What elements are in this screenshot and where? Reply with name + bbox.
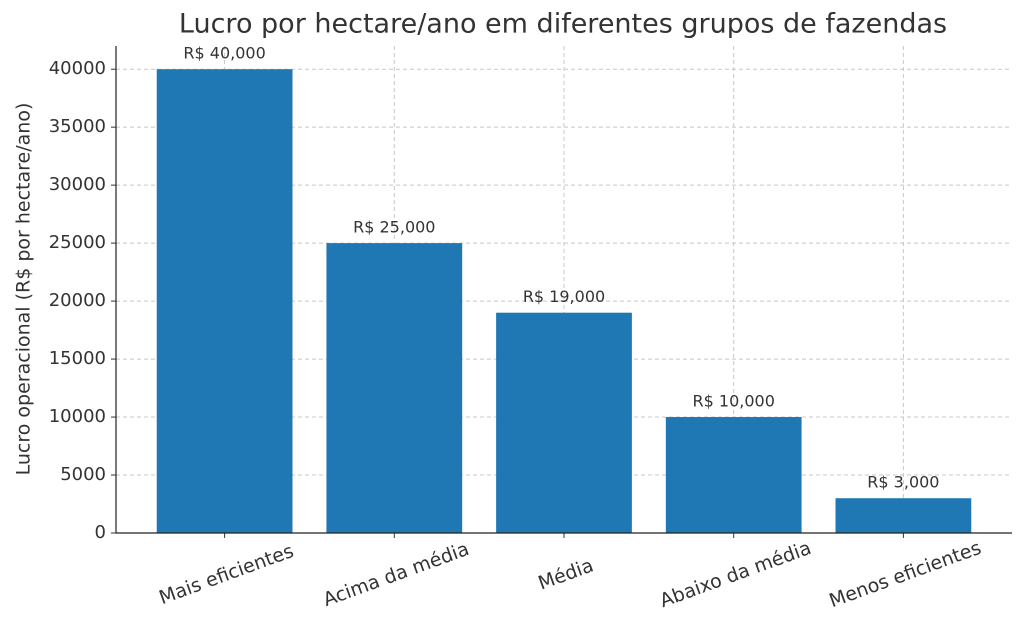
y-tick-label: 25000 [49, 232, 106, 253]
value-label: R$ 40,000 [183, 44, 265, 63]
bar [496, 312, 632, 533]
x-tick-label: Média [535, 554, 596, 594]
value-label: R$ 10,000 [693, 392, 775, 411]
value-label: R$ 3,000 [867, 473, 939, 492]
x-tick-label: Acima da média [320, 538, 472, 611]
bar [665, 417, 802, 533]
x-tick-label: Menos eficientes [826, 537, 984, 612]
y-tick-label: 40000 [49, 58, 106, 79]
chart-title: Lucro por hectare/ano em diferentes grup… [179, 9, 947, 40]
x-tick-label: Mais eficientes [156, 540, 296, 609]
bar [326, 243, 463, 533]
y-tick-label: 20000 [49, 290, 106, 311]
y-axis-label: Lucro operacional (R$ por hectare/ano) [13, 103, 35, 476]
y-tick-label: 30000 [49, 174, 106, 195]
y-tick-label: 10000 [49, 406, 106, 427]
bar [156, 69, 293, 533]
y-tick-label: 5000 [60, 464, 106, 485]
y-tick-label: 15000 [49, 348, 106, 369]
bar [835, 498, 972, 533]
y-tick-label: 0 [95, 522, 106, 543]
value-label: R$ 25,000 [353, 218, 435, 237]
y-tick-label: 35000 [49, 116, 106, 137]
x-tick-label: Abaixo da média [657, 537, 814, 612]
value-label: R$ 19,000 [523, 287, 605, 306]
